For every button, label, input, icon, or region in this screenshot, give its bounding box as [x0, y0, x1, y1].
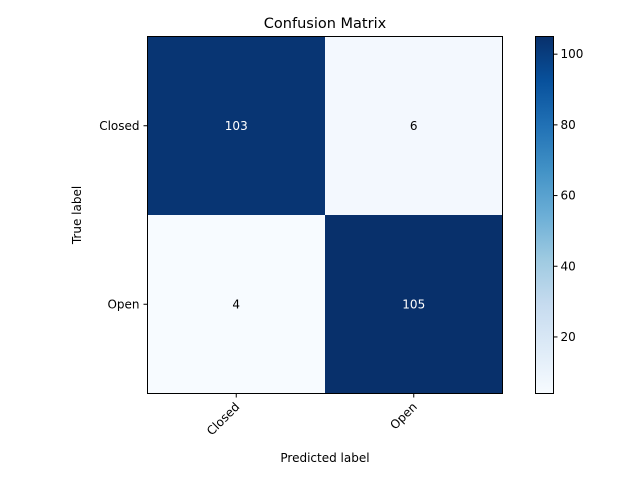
colorbar — [535, 36, 554, 394]
plot-frame — [147, 36, 503, 394]
chart-title: Confusion Matrix — [264, 16, 387, 32]
heatmap-cell — [147, 36, 326, 216]
colorbar-tick-label: 100 — [561, 47, 584, 61]
cell-value-label: 103 — [225, 119, 248, 133]
colorbar-tick-label: 20 — [561, 330, 576, 344]
colorbar-tick-label: 40 — [561, 259, 576, 273]
heatmap-cell — [325, 36, 503, 216]
cell-value-label: 4 — [232, 297, 240, 311]
heatmap-cell — [325, 215, 503, 394]
x-tick-label: Open — [387, 400, 420, 433]
colorbar-tick-label: 60 — [561, 189, 576, 203]
heatmap-cell — [147, 215, 326, 394]
colorbar-tick-label: 80 — [561, 118, 576, 132]
cell-value-label: 6 — [410, 119, 418, 133]
cell-value-label: 105 — [402, 297, 425, 311]
y-tick-label: Closed — [99, 119, 139, 133]
x-axis-label: Predicted label — [280, 451, 369, 465]
x-tick-label: Closed — [204, 400, 242, 438]
y-axis-label: True label — [70, 186, 84, 245]
y-tick-label: Open — [107, 297, 139, 311]
